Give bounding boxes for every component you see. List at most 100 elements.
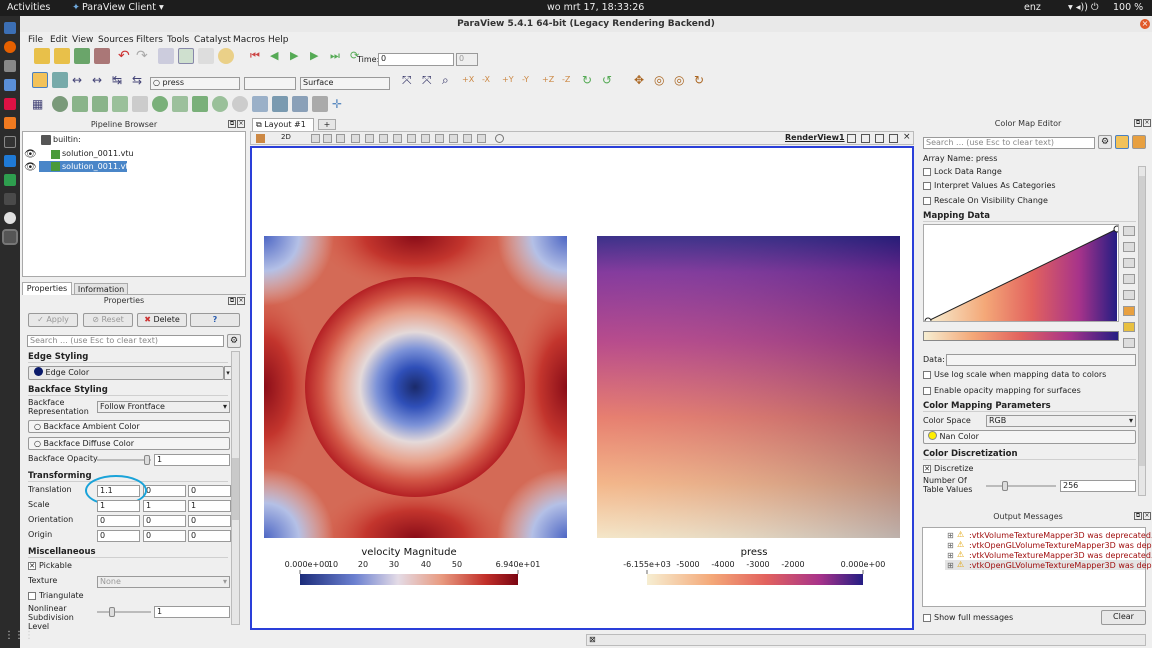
- close-panel-button[interactable]: ×: [237, 120, 245, 128]
- table-values-slider[interactable]: [986, 485, 1056, 487]
- show-center-icon[interactable]: ◎: [654, 73, 665, 87]
- eye-icon[interactable]: 👁: [24, 149, 37, 160]
- split-horizontal-icon[interactable]: [847, 134, 856, 143]
- translation-y-input[interactable]: 0: [143, 485, 186, 497]
- time-input[interactable]: 0: [378, 53, 454, 66]
- cme-side-icon[interactable]: [1123, 258, 1135, 268]
- keyboard-layout[interactable]: enz: [1024, 2, 1041, 13]
- nonlinear-subdivision-input[interactable]: 1: [154, 606, 230, 618]
- properties-search-input[interactable]: Search ... (use Esc to clear text): [27, 335, 224, 347]
- rescale-visible-icon[interactable]: ↹: [112, 73, 123, 87]
- terminal-icon[interactable]: [4, 136, 16, 148]
- group-icon[interactable]: [212, 96, 228, 112]
- nan-color-button[interactable]: Nan Color: [923, 430, 1136, 444]
- colormap-presets-icon[interactable]: [1132, 135, 1146, 149]
- orientation-x-input[interactable]: 0: [97, 515, 140, 527]
- selection-icon[interactable]: [379, 134, 388, 143]
- cme-side-icon[interactable]: [1123, 306, 1135, 316]
- close-panel-button[interactable]: ×: [1143, 119, 1151, 127]
- selection-icon[interactable]: [449, 134, 458, 143]
- plot-icon[interactable]: [252, 96, 268, 112]
- close-panel-button[interactable]: ×: [237, 297, 245, 305]
- origin-z-input[interactable]: 0: [188, 530, 231, 542]
- toggle-2d-button[interactable]: 2D: [281, 133, 291, 141]
- firefox-icon[interactable]: [4, 41, 16, 53]
- scale-x-input[interactable]: 1: [97, 500, 140, 512]
- close-icon[interactable]: ⊠: [589, 635, 596, 644]
- clear-selection-icon[interactable]: [495, 134, 504, 143]
- stream-tracer-icon[interactable]: [172, 96, 188, 112]
- help-button[interactable]: ?: [190, 313, 240, 327]
- slider-handle[interactable]: [109, 607, 115, 617]
- selection-icon[interactable]: [323, 134, 332, 143]
- color-legend-icon[interactable]: [1115, 135, 1129, 149]
- palette-icon[interactable]: [218, 48, 234, 64]
- selection-icon[interactable]: [336, 134, 345, 143]
- view-minus-x-icon[interactable]: -X: [482, 75, 490, 84]
- menu-sources[interactable]: Sources: [98, 35, 134, 45]
- cme-side-icon[interactable]: [1123, 226, 1135, 236]
- expand-icon[interactable]: ⊞: [947, 551, 954, 560]
- cme-search-input[interactable]: Search ... (use Esc to clear text): [923, 137, 1095, 149]
- save-data-icon[interactable]: [74, 48, 90, 64]
- first-frame-icon[interactable]: ⏮: [250, 49, 260, 62]
- scrollbar-thumb[interactable]: [1139, 176, 1145, 466]
- view-icon[interactable]: [256, 134, 265, 143]
- glyph-icon[interactable]: [152, 96, 168, 112]
- expand-icon[interactable]: ⊞: [947, 541, 954, 550]
- data-value-input[interactable]: [946, 354, 1136, 366]
- show-full-messages-checkbox[interactable]: [923, 614, 931, 622]
- rotate-cw-icon[interactable]: ↻: [582, 73, 593, 87]
- slice-icon[interactable]: [92, 96, 108, 112]
- time-index-spinbox[interactable]: 0: [456, 53, 478, 66]
- paraview-icon[interactable]: [2, 229, 18, 245]
- rescale-icon[interactable]: ↔: [72, 73, 83, 87]
- close-panel-button[interactable]: ×: [1143, 512, 1151, 520]
- menu-filters[interactable]: Filters: [136, 35, 163, 45]
- clip-icon[interactable]: [72, 96, 88, 112]
- rotate-ccw-icon[interactable]: ↺: [602, 73, 613, 87]
- files-icon[interactable]: [4, 22, 16, 34]
- delete-button[interactable]: ✖ Delete: [137, 313, 187, 327]
- selection-icon[interactable]: [393, 134, 402, 143]
- interaction-mode-icon[interactable]: [178, 48, 194, 64]
- lock-data-range-checkbox[interactable]: [923, 168, 931, 176]
- plot-over-line-icon[interactable]: [312, 96, 328, 112]
- table-values-input[interactable]: 256: [1060, 480, 1136, 492]
- backface-diffuse-color-button[interactable]: ○ Backface Diffuse Color: [28, 437, 230, 450]
- menu-catalyst[interactable]: Catalyst: [194, 35, 231, 45]
- advanced-gear-icon[interactable]: [1123, 338, 1135, 348]
- texture-select[interactable]: None ▾: [97, 576, 230, 588]
- tab-information[interactable]: Information: [74, 283, 128, 295]
- message-item[interactable]: :vtkVolumeTextureMapper3D was deprecated…: [969, 551, 1152, 560]
- maximize-view-icon[interactable]: [875, 134, 884, 143]
- reset-camera-icon[interactable]: ⤧: [402, 73, 412, 87]
- redo-icon[interactable]: ↷: [136, 48, 148, 64]
- message-item[interactable]: :vtkOpenGLVolumeTextureMapper3D was dep.…: [969, 541, 1152, 550]
- rescale-custom-icon[interactable]: ↔: [92, 73, 103, 87]
- view-minus-z-icon[interactable]: -Z: [562, 75, 571, 84]
- apply-button[interactable]: ✓ Apply: [28, 313, 78, 327]
- selection-icon[interactable]: [421, 134, 430, 143]
- axes-icon[interactable]: ✛: [332, 97, 343, 111]
- component-select[interactable]: [244, 77, 296, 90]
- orientation-z-input[interactable]: 0: [188, 515, 231, 527]
- pickable-checkbox[interactable]: ✕: [28, 562, 36, 570]
- probe-icon[interactable]: [292, 96, 308, 112]
- rescale-time-icon[interactable]: ⇆: [132, 73, 143, 87]
- discretize-checkbox[interactable]: ✕: [923, 465, 931, 473]
- activities-button[interactable]: Activities: [7, 2, 51, 13]
- opacity-mapping-checkbox[interactable]: [923, 387, 931, 395]
- float-panel-button[interactable]: ⧉: [1134, 119, 1142, 127]
- eye-icon[interactable]: 👁: [24, 162, 37, 173]
- origin-y-input[interactable]: 0: [143, 530, 186, 542]
- cme-side-icon[interactable]: [1123, 322, 1135, 332]
- threshold-icon[interactable]: [112, 96, 128, 112]
- color-legend-icon[interactable]: [32, 72, 48, 88]
- triangulate-checkbox[interactable]: [28, 592, 36, 600]
- float-panel-button[interactable]: ⧉: [228, 297, 236, 305]
- color-transfer-function-bar[interactable]: [923, 331, 1119, 341]
- selection-icon[interactable]: [477, 134, 486, 143]
- undo-icon[interactable]: ↶: [118, 48, 130, 64]
- edge-color-button[interactable]: Edge Color: [28, 366, 224, 380]
